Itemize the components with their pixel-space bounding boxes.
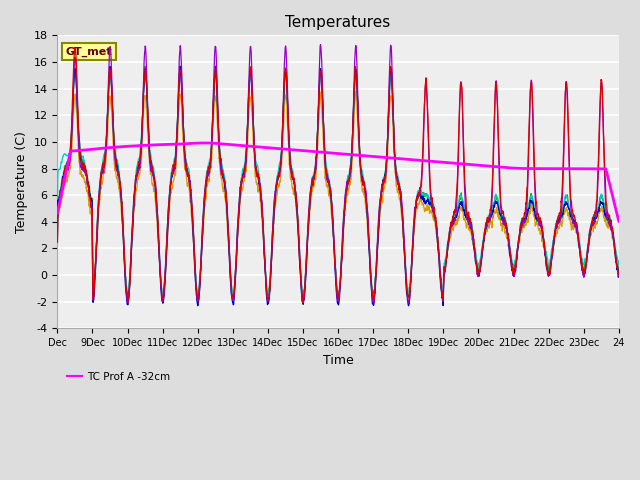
Title: Temperatures: Temperatures bbox=[285, 15, 391, 30]
Y-axis label: Temperature (C): Temperature (C) bbox=[15, 131, 28, 233]
Text: GT_met: GT_met bbox=[66, 47, 113, 57]
Legend: TC Prof A -32cm: TC Prof A -32cm bbox=[63, 368, 174, 386]
X-axis label: Time: Time bbox=[323, 354, 353, 367]
